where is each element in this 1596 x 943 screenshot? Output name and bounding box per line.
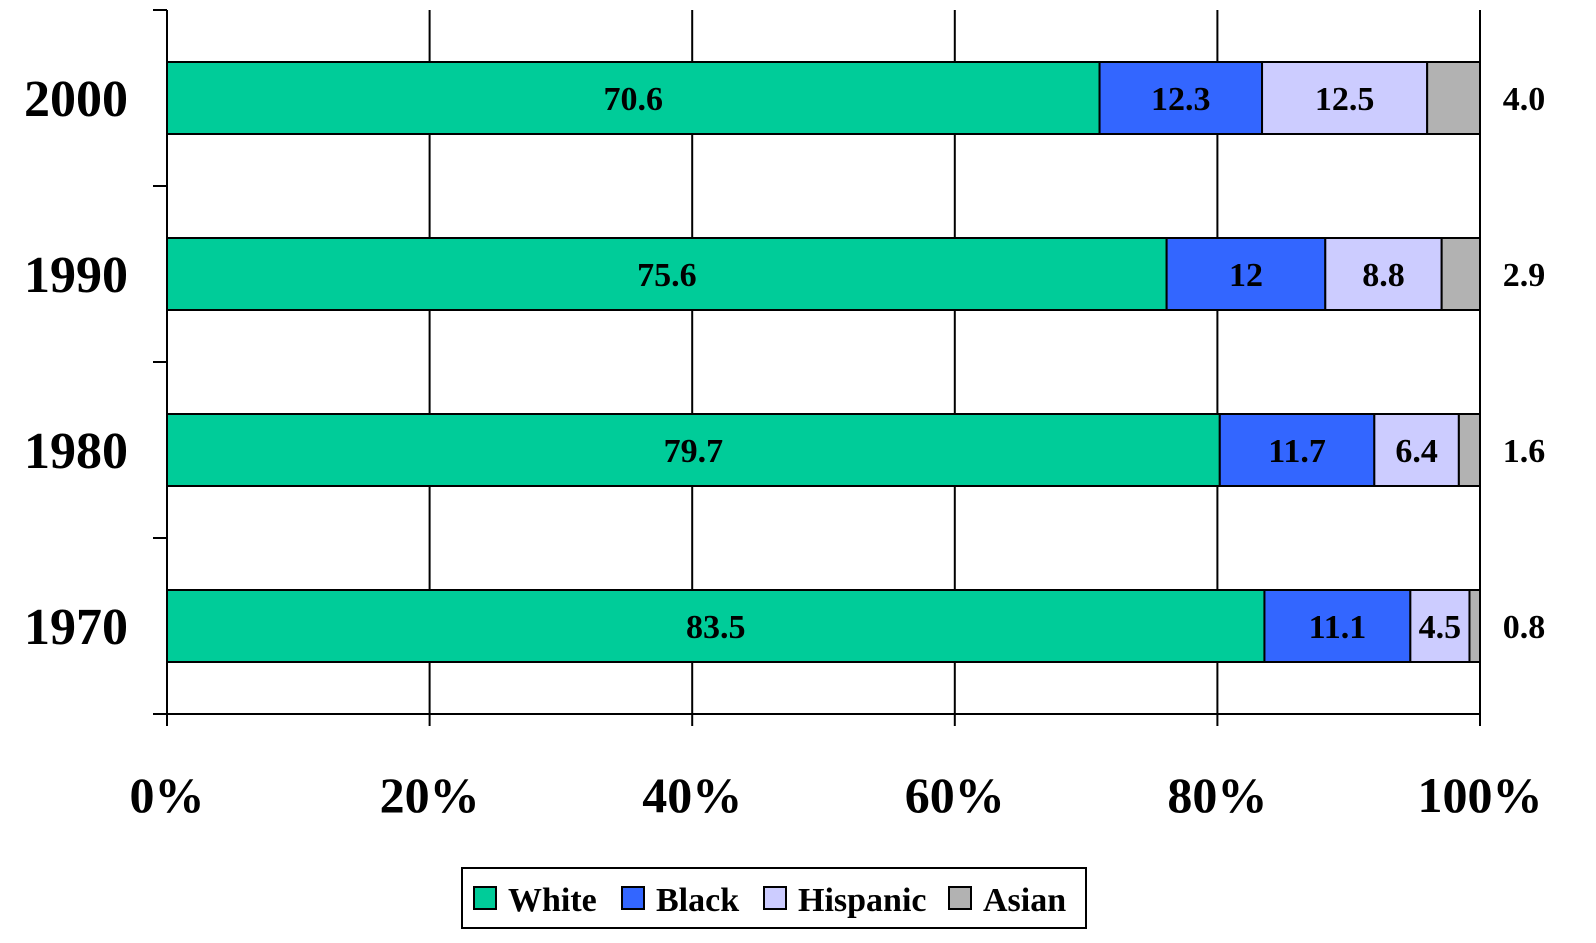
data-label-asian-2000: 4.0: [1503, 81, 1546, 118]
bar-hispanic-2000: [1261, 61, 1429, 135]
bar-white-1980: [166, 413, 1221, 487]
x-tick-label: 0%: [130, 767, 205, 823]
bar-asian-1970: [1468, 589, 1481, 663]
x-tick-label: 100%: [1418, 767, 1543, 823]
legend-label-asian: Asian: [983, 882, 1066, 919]
legend-label-white: White: [508, 882, 597, 919]
x-tick-label: 60%: [905, 767, 1005, 823]
data-label-hispanic-1980: 6.4: [1395, 433, 1438, 470]
category-label-1990: 1990: [24, 247, 128, 304]
bar-black-2000: [1098, 61, 1264, 135]
bar-black-1970: [1263, 589, 1412, 663]
data-label-hispanic-1970: 4.5: [1419, 609, 1462, 646]
bar-white-1990: [166, 237, 1168, 311]
bars: [166, 61, 1482, 663]
data-label-hispanic-1990: 8.8: [1362, 257, 1405, 294]
data-label-black-1990: 12: [1229, 257, 1263, 294]
data-label-white-1990: 75.6: [637, 257, 697, 294]
labels: 70.6 12.3 12.5 4.0 2000 75.6 12 8.8 2.9 1990 79.7 1…: [24, 71, 1545, 656]
data-label-black-1970: 11.1: [1309, 609, 1367, 646]
x-tick-label: 40%: [642, 767, 742, 823]
category-label-1980: 1980: [24, 423, 128, 480]
data-label-asian-1970: 0.8: [1503, 609, 1546, 646]
data-label-asian-1980: 1.6: [1503, 433, 1546, 470]
bar-asian-1990: [1440, 237, 1481, 311]
legend: White Black Hispanic Asian: [461, 867, 1087, 929]
legend-label-black: Black: [656, 882, 739, 919]
data-label-white-1970: 83.5: [686, 609, 746, 646]
bar-hispanic-1980: [1373, 413, 1460, 487]
legend-swatch-white: [473, 886, 497, 910]
data-label-white-2000: 70.6: [604, 81, 664, 118]
data-label-asian-1990: 2.9: [1503, 257, 1546, 294]
data-label-white-1980: 79.7: [664, 433, 724, 470]
category-label-2000: 2000: [24, 71, 128, 128]
x-tick-label: 20%: [380, 767, 480, 823]
bar-asian-1980: [1457, 413, 1482, 487]
category-label-1970: 1970: [24, 599, 128, 656]
axes: 0% 20% 40% 60% 80% 100%: [130, 9, 1543, 823]
legend-swatch-hispanic: [763, 886, 787, 910]
data-label-black-1980: 11.7: [1268, 433, 1326, 470]
data-label-black-2000: 12.3: [1151, 81, 1211, 118]
legend-swatch-asian: [948, 886, 972, 910]
bar-white-2000: [166, 61, 1101, 135]
bar-asian-2000: [1426, 61, 1481, 135]
legend-label-hispanic: Hispanic: [798, 882, 926, 919]
x-tick-label: 80%: [1167, 767, 1267, 823]
data-label-hispanic-2000: 12.5: [1315, 81, 1375, 118]
bar-black-1990: [1165, 237, 1327, 311]
legend-swatch-black: [621, 886, 645, 910]
